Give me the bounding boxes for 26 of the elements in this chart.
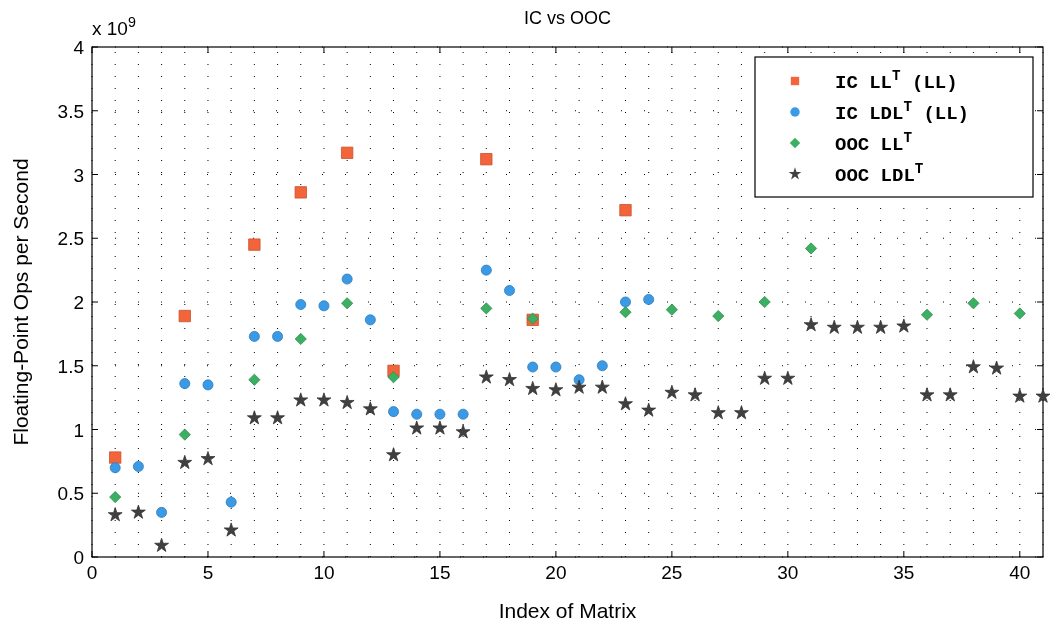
- x-tick-label: 40: [1009, 562, 1031, 583]
- y-tick-label: 1.5: [57, 355, 84, 377]
- y-tick-label: 1: [73, 419, 84, 441]
- y-tick-label: 3: [73, 164, 84, 186]
- x-axis-title: Index of Matrix: [498, 599, 637, 622]
- x-tick-label: 30: [777, 562, 799, 583]
- legend-label: OOC LDL$^{T}$: [835, 161, 924, 187]
- y-tick-label: 2.5: [57, 228, 84, 250]
- y-tick-label: 0.5: [57, 483, 84, 505]
- y-tick-label: 4: [73, 37, 85, 58]
- y-tick-label: 3.5: [57, 100, 84, 122]
- x-tick-label: 20: [545, 562, 567, 583]
- chart-title: IC vs OOC: [523, 8, 612, 28]
- legend-label: IC LDL$^{T}$ (LL): [835, 99, 969, 125]
- x-tick-label: 15: [429, 562, 451, 583]
- x-tick-label: 0: [86, 562, 98, 583]
- x-tick-label: 25: [661, 562, 683, 583]
- y-tick-label: 0: [73, 547, 84, 568]
- text: x 10$^{9}$: [92, 14, 136, 39]
- x-tick-label: 10: [313, 562, 335, 583]
- legend-label: IC LL$^{T}$ (LL): [835, 68, 958, 94]
- y-axis-title: Floating-Point Ops per Second: [9, 158, 32, 446]
- legend-label: OOC LL$^{T}$: [835, 130, 913, 156]
- y-tick-label: 2: [73, 292, 84, 313]
- x-tick-label: 5: [202, 562, 214, 583]
- x-tick-label: 35: [893, 562, 915, 583]
